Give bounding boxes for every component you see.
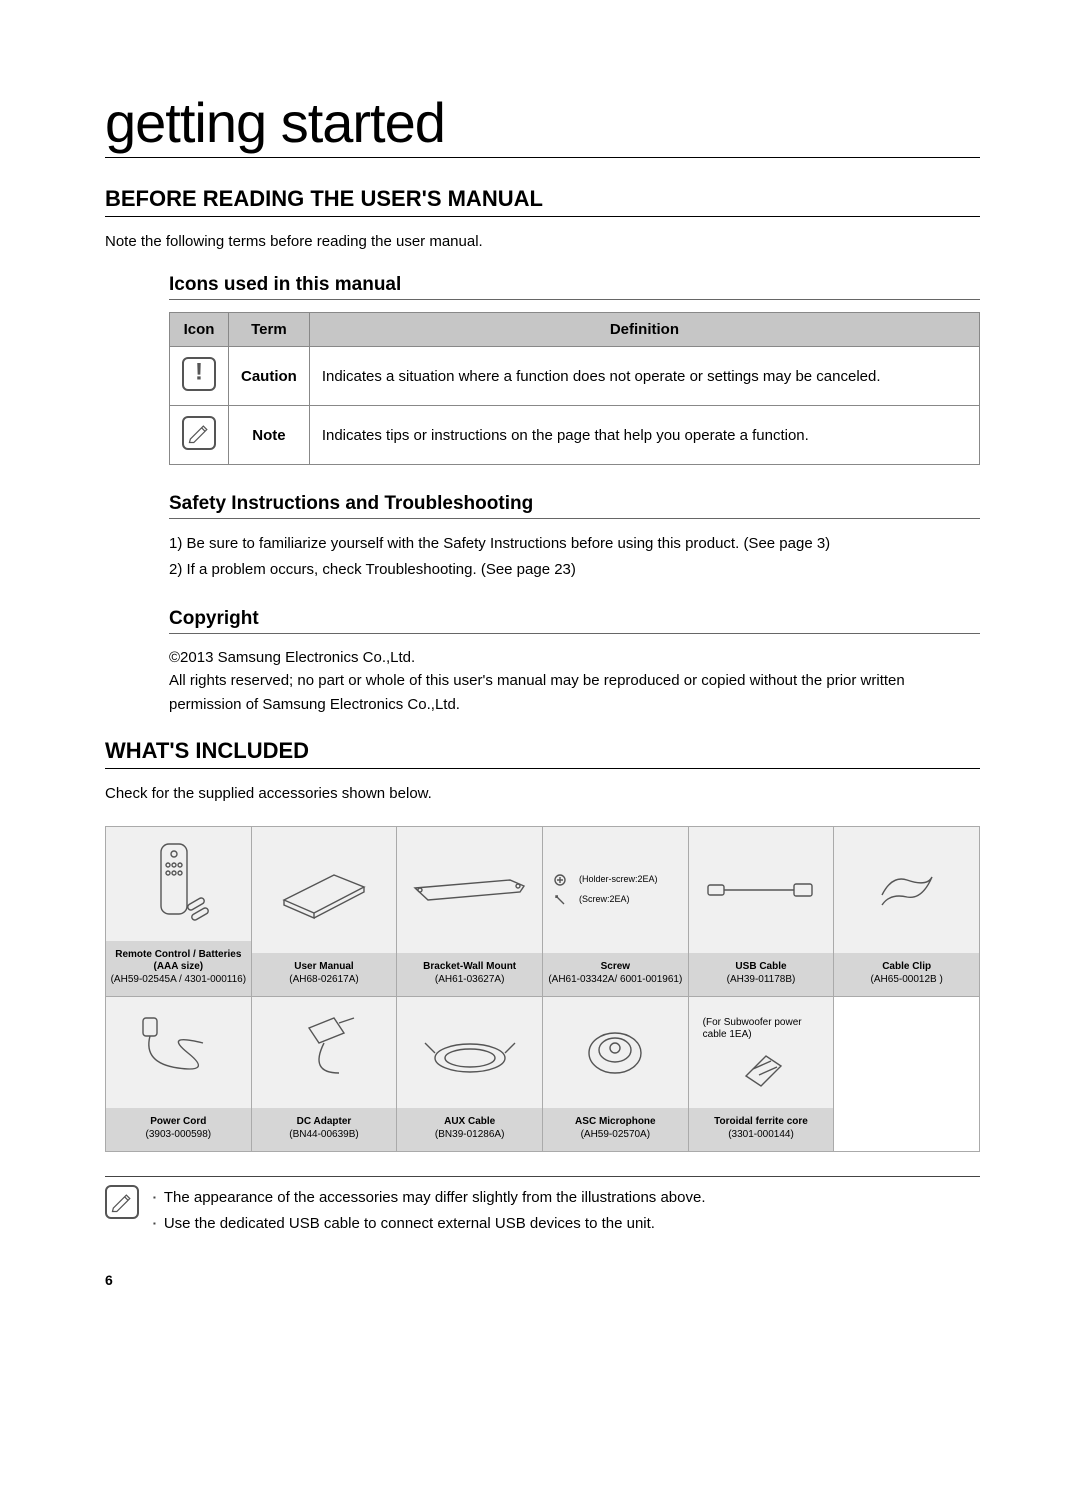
- section-before-reading-intro: Note the following terms before reading …: [105, 231, 980, 252]
- accessory-name: Remote Control / Batteries (AAA size): [110, 949, 247, 974]
- accessory-name: AUX Cable: [401, 1116, 538, 1129]
- accessory-name: Cable Clip: [838, 961, 975, 974]
- accessory-bracket: Bracket-Wall Mount (AH61-03627A): [397, 827, 542, 997]
- ferrite-icon: [731, 1041, 791, 1096]
- copyright-line-2: All rights reserved; no part or whole of…: [169, 669, 980, 716]
- screw-hint: (Screw:2EA): [573, 894, 630, 906]
- accessory-name: Toroidal ferrite core: [693, 1116, 830, 1129]
- usb-cable-icon: [706, 875, 816, 905]
- caution-icon: [182, 357, 216, 391]
- accessory-screw: (Holder-screw:2EA) (Screw:2EA) Screw (AH…: [543, 827, 688, 997]
- accessory-name: User Manual: [256, 961, 393, 974]
- icons-table: Icon Term Definition Caution Indicates a…: [169, 312, 980, 465]
- accessory-empty: [834, 997, 979, 1151]
- whats-included-heading: WHAT'S INCLUDED: [105, 738, 980, 769]
- copyright-block: ©2013 Samsung Electronics Co.,Ltd. All r…: [169, 646, 980, 716]
- accessory-cable-clip: Cable Clip (AH65-00012B ): [834, 827, 979, 997]
- accessory-pn: (BN39-01286A): [401, 1129, 538, 1142]
- accessory-pn: (AH68-02617A): [256, 974, 393, 987]
- ferrite-hint: (For Subwoofer power cable 1EA): [695, 1009, 828, 1041]
- accessory-remote: Remote Control / Batteries (AAA size) (A…: [106, 827, 251, 997]
- table-row: Caution Indicates a situation where a fu…: [170, 347, 980, 406]
- accessory-pn: (BN44-00639B): [256, 1129, 393, 1142]
- safety-heading: Safety Instructions and Troubleshooting: [169, 493, 980, 519]
- aux-cable-icon: [420, 1023, 520, 1083]
- footnote-list: The appearance of the accessories may di…: [153, 1185, 706, 1236]
- accessory-name: USB Cable: [693, 961, 830, 974]
- accessory-pn: (3301-000144): [693, 1129, 830, 1142]
- accessory-pn: (AH59-02570A): [547, 1129, 684, 1142]
- note-definition: Indicates tips or instructions on the pa…: [309, 406, 979, 465]
- holder-screw-hint: (Holder-screw:2EA): [573, 874, 658, 886]
- accessory-name: Power Cord: [110, 1116, 247, 1129]
- accessory-ferrite-core: (For Subwoofer power cable 1EA) Toroidal…: [689, 997, 834, 1151]
- accessory-pn: (3903-000598): [110, 1129, 247, 1142]
- accessory-name: Bracket-Wall Mount: [401, 961, 538, 974]
- manual-page: getting started BEFORE READING THE USER'…: [0, 0, 1080, 1328]
- accessory-power-cord: Power Cord (3903-000598): [106, 997, 251, 1151]
- screw-icon: [553, 893, 567, 907]
- footnote-block: The appearance of the accessories may di…: [105, 1176, 980, 1236]
- accessory-pn: (AH65-00012B ): [838, 974, 975, 987]
- icons-table-header-icon: Icon: [170, 313, 229, 347]
- accessory-pn: (AH61-03627A): [401, 974, 538, 987]
- cable-clip-icon: [872, 865, 942, 915]
- note-term: Note: [229, 406, 310, 465]
- accessory-name: Screw: [547, 961, 684, 974]
- page-number: 6: [105, 1272, 980, 1288]
- mic-icon: [575, 1018, 655, 1088]
- whats-included-intro: Check for the supplied accessories shown…: [105, 783, 980, 804]
- holder-screw-icon: [553, 873, 567, 887]
- accessory-manual: User Manual (AH68-02617A): [252, 827, 397, 997]
- copyright-heading: Copyright: [169, 608, 980, 634]
- accessory-pn: (AH61-03342A/ 6001-001961): [547, 974, 684, 987]
- icons-table-header-term: Term: [229, 313, 310, 347]
- caution-term: Caution: [229, 347, 310, 406]
- accessory-pn: (AH59-02545A / 4301-000116): [110, 974, 247, 987]
- page-title: getting started: [105, 90, 980, 158]
- accessory-name: ASC Microphone: [547, 1116, 684, 1129]
- remote-icon: [143, 839, 213, 929]
- icons-table-header-definition: Definition: [309, 313, 979, 347]
- accessory-pn: (AH39-01178B): [693, 974, 830, 987]
- copyright-line-1: ©2013 Samsung Electronics Co.,Ltd.: [169, 646, 980, 669]
- accessory-asc-microphone: ASC Microphone (AH59-02570A): [543, 997, 688, 1151]
- footnote-item-2: Use the dedicated USB cable to connect e…: [153, 1211, 706, 1237]
- note-icon: [182, 416, 216, 450]
- dc-adapter-icon: [279, 1013, 369, 1093]
- safety-list: 1) Be sure to familiarize yourself with …: [169, 531, 980, 582]
- footnote-item-1: The appearance of the accessories may di…: [153, 1185, 706, 1211]
- accessory-name: DC Adapter: [256, 1116, 393, 1129]
- power-cord-icon: [133, 1013, 223, 1093]
- section-before-reading-heading: BEFORE READING THE USER'S MANUAL: [105, 186, 980, 217]
- accessory-usb-cable: USB Cable (AH39-01178B): [689, 827, 834, 997]
- bracket-icon: [410, 870, 530, 910]
- accessory-aux-cable: AUX Cable (BN39-01286A): [397, 997, 542, 1151]
- table-row: Note Indicates tips or instructions on t…: [170, 406, 980, 465]
- icons-used-heading: Icons used in this manual: [169, 274, 980, 300]
- caution-icon-cell: [170, 347, 229, 406]
- safety-item-1: 1) Be sure to familiarize yourself with …: [169, 531, 980, 557]
- note-icon: [105, 1185, 139, 1219]
- accessories-grid: Remote Control / Batteries (AAA size) (A…: [105, 826, 980, 1153]
- manual-icon: [274, 855, 374, 925]
- accessory-dc-adapter: DC Adapter (BN44-00639B): [252, 997, 397, 1151]
- note-icon-cell: [170, 406, 229, 465]
- caution-definition: Indicates a situation where a function d…: [309, 347, 979, 406]
- safety-item-2: 2) If a problem occurs, check Troublesho…: [169, 557, 980, 583]
